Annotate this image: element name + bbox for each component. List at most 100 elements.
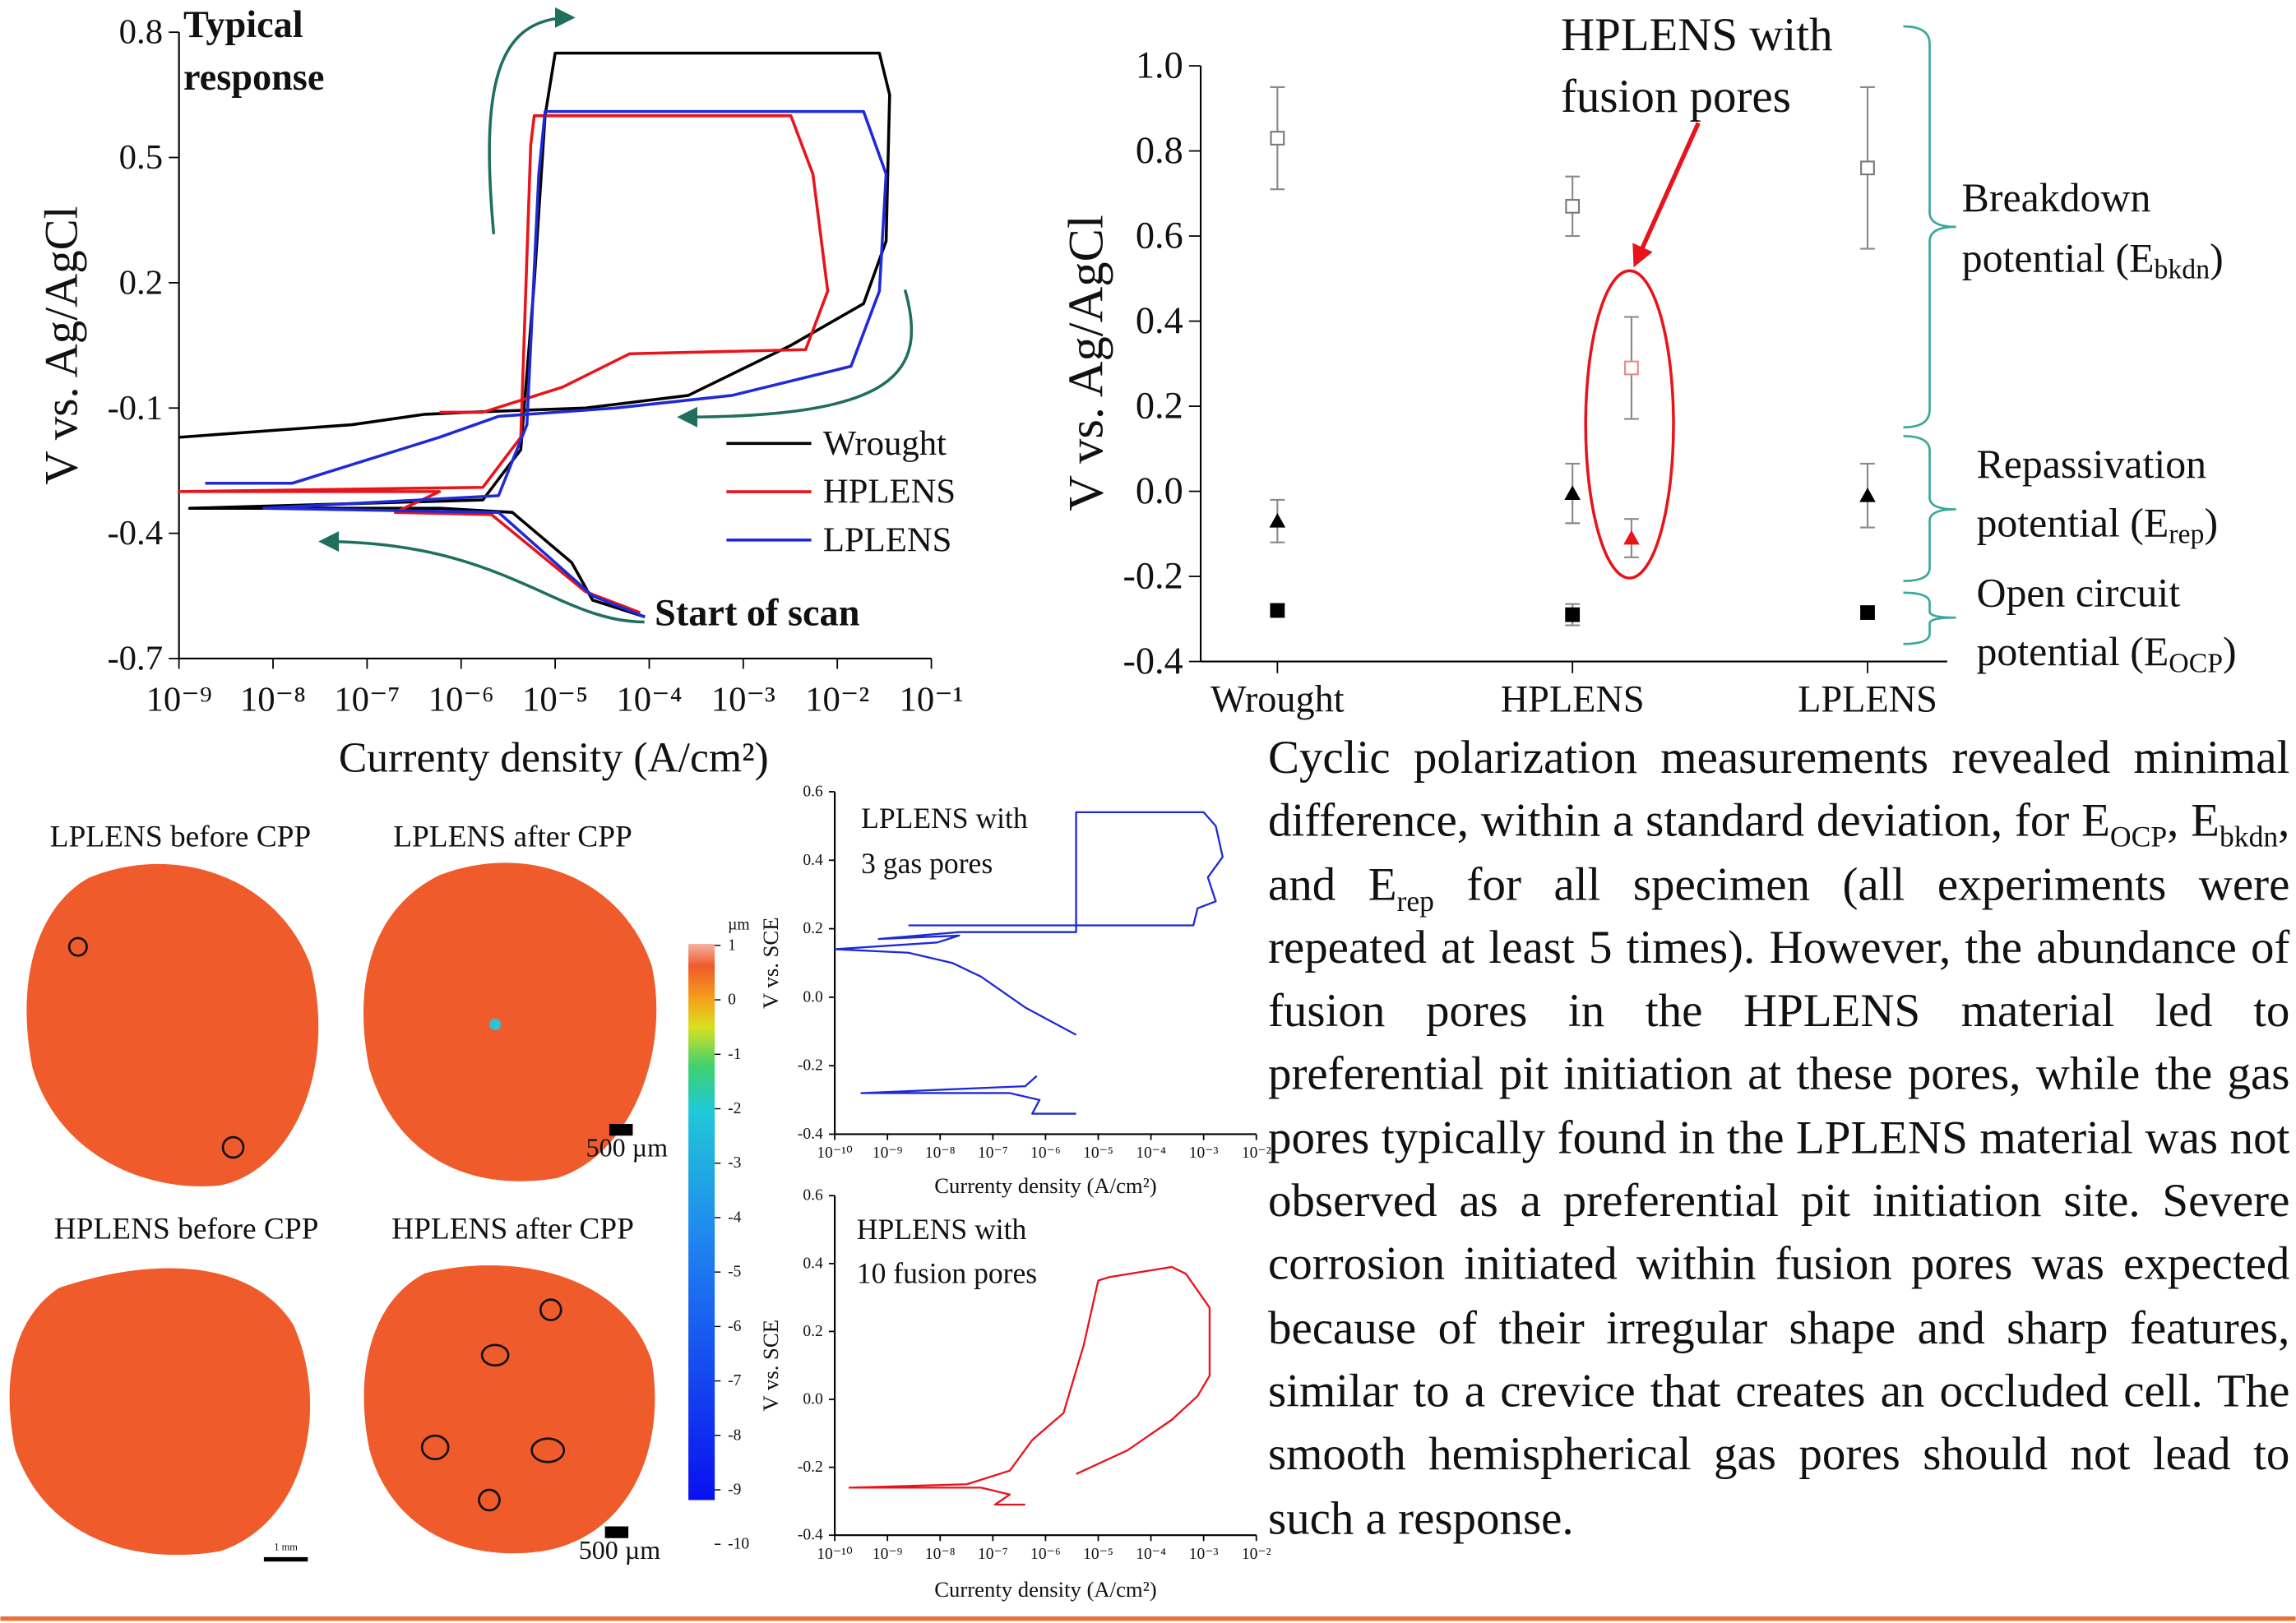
x-tick-label: 10⁻⁴ xyxy=(616,680,682,719)
y-tick-label: -0.4 xyxy=(107,514,163,553)
annotation: response xyxy=(183,57,324,99)
scale-bar-label: 500 µm xyxy=(586,1133,668,1163)
bracket xyxy=(1903,593,1956,644)
annotation: 10 fusion pores xyxy=(857,1257,1037,1290)
annotation: Typical xyxy=(183,4,303,46)
y-tick-label: 0.2 xyxy=(803,920,822,937)
annotation: 3 gas pores xyxy=(861,847,993,880)
x-tick-label: 10⁻⁶ xyxy=(1030,1144,1061,1162)
text-box: Cyclic polarization measurements reveale… xyxy=(1268,726,2289,1619)
point xyxy=(1564,485,1581,500)
x-tick-label: 10⁻⁴ xyxy=(1136,1144,1166,1162)
bracket-label: potential (EOCP) xyxy=(1976,629,2236,678)
paragraph: Cyclic polarization measurements reveale… xyxy=(1268,726,2289,1550)
point xyxy=(1625,362,1638,375)
highlight-arrow xyxy=(1636,123,1699,264)
point xyxy=(1566,200,1579,213)
colorbar-unit: µm xyxy=(728,916,750,933)
y-tick-label: 0.2 xyxy=(119,263,163,302)
specimen-images: LPLENS before CPP LPLENS after CPP HPLEN… xyxy=(10,821,750,1565)
bracket-label: Open circuit xyxy=(1976,570,2180,615)
point xyxy=(1271,132,1285,145)
y-tick-label: -0.7 xyxy=(107,639,163,677)
pit xyxy=(489,1019,501,1030)
colorbar-tick-label: 1 xyxy=(728,936,736,954)
bracket-sub: OCP xyxy=(2169,648,2223,678)
x-tick-label: 10⁻⁸ xyxy=(925,1546,956,1563)
y-tick-label: -0.2 xyxy=(798,1057,823,1075)
x-tick-label: LPLENS xyxy=(1798,678,1937,720)
x-tick-label: 10⁻¹⁰ xyxy=(817,1546,853,1563)
point xyxy=(1566,608,1579,622)
x-tick-label: 10⁻⁴ xyxy=(1136,1546,1166,1563)
x-tick-label: 10⁻² xyxy=(1242,1546,1271,1563)
y-tick-label: 0.8 xyxy=(1136,130,1183,172)
x-tick-label: 10⁻³ xyxy=(711,680,775,719)
y-tick-label: 0.0 xyxy=(803,1391,823,1408)
bracket-label: potential (E xyxy=(1976,500,2169,545)
colorbar-tick-label: -8 xyxy=(728,1426,742,1444)
x-tick-label: HPLENS xyxy=(1501,678,1645,720)
y-tick-label: 0.5 xyxy=(119,138,163,177)
bracket-label: potential (E xyxy=(1976,629,2169,674)
x-tick-label: 10⁻⁵ xyxy=(1083,1144,1113,1162)
y-tick-label: 0.6 xyxy=(803,783,823,800)
x-tick-label: Wrought xyxy=(1210,678,1345,720)
series-line xyxy=(849,1267,1210,1505)
y-tick-label: 0.6 xyxy=(803,1187,823,1205)
y-tick-label: 0.4 xyxy=(803,1255,823,1272)
bracket-label: Repassivation xyxy=(1976,442,2206,487)
colorbar-tick-label: -1 xyxy=(728,1046,741,1063)
chart: -0.4-0.20.00.20.40.610⁻¹⁰10⁻⁹10⁻⁸10⁻⁷10⁻… xyxy=(758,783,1271,1197)
x-tick-label: 10⁻¹ xyxy=(900,680,964,719)
y-tick-label: 0.2 xyxy=(1136,386,1183,428)
bracket-sub: bkdn xyxy=(2155,254,2210,284)
y-tick-label: 0.2 xyxy=(803,1323,822,1340)
x-tick-label: 10⁻⁵ xyxy=(1083,1546,1113,1563)
x-tick-label: 10⁻⁵ xyxy=(522,680,588,719)
y-tick-label: 0.0 xyxy=(1136,470,1183,512)
colorbar xyxy=(688,944,715,1500)
text-run: for all specimen (all experiments were r… xyxy=(1268,857,2289,1543)
y-axis-label: V vs. Ag/AgCl xyxy=(36,206,88,485)
y-tick-label: -0.4 xyxy=(1123,640,1183,682)
y-tick-label: 0.4 xyxy=(803,852,823,869)
series-line xyxy=(179,53,890,617)
bracket-label: ) xyxy=(2204,500,2218,545)
specimen xyxy=(364,1265,655,1553)
x-tick-label: 10⁻⁶ xyxy=(428,680,494,719)
bracket-label: Breakdown xyxy=(1962,175,2151,220)
y-tick-label: 0.6 xyxy=(1136,215,1183,257)
x-axis-label: Currenty density (A/cm²) xyxy=(339,735,769,782)
x-tick-label: 10⁻⁹ xyxy=(873,1144,903,1162)
y-tick-label: -0.4 xyxy=(798,1527,823,1544)
scale-bar xyxy=(264,1557,308,1561)
colorbar-tick-label: -4 xyxy=(728,1209,742,1226)
annotation: HPLENS with xyxy=(857,1213,1027,1246)
subscript: rep xyxy=(1397,885,1434,918)
colorbar-tick-label: -2 xyxy=(728,1100,741,1117)
x-tick-label: 10⁻² xyxy=(1242,1144,1271,1162)
point xyxy=(1271,604,1285,617)
y-tick-label: -0.4 xyxy=(798,1126,823,1143)
annotation: HPLENS with xyxy=(1561,9,1833,61)
scan-arrow xyxy=(489,17,572,234)
colorbar-tick-label: 0 xyxy=(728,992,736,1009)
y-tick-label: 0.8 xyxy=(119,13,163,52)
point xyxy=(1861,161,1874,174)
colorbar-ticks: 10-1-2-3-4-5-6-7-8-9-10 xyxy=(715,936,749,1552)
y-tick-label: -0.1 xyxy=(107,389,163,428)
bracket xyxy=(1903,436,1956,580)
bracket-label: potential (E xyxy=(1962,235,2155,280)
page: {"chart_data": [ {"type": "line", "xscal… xyxy=(0,0,2296,1623)
legend-label: Wrought xyxy=(823,424,947,463)
x-axis-label: Currenty density (A/cm²) xyxy=(934,1173,1156,1198)
x-tick-label: 10⁻⁷ xyxy=(334,680,400,719)
image-label: LPLENS before CPP xyxy=(50,821,312,854)
point xyxy=(1859,488,1876,502)
x-tick-label: 10⁻³ xyxy=(1189,1546,1219,1563)
legend-label: LPLENS xyxy=(823,520,952,559)
legend-label: HPLENS xyxy=(823,473,956,511)
colorbar-tick-label: -9 xyxy=(728,1482,741,1499)
